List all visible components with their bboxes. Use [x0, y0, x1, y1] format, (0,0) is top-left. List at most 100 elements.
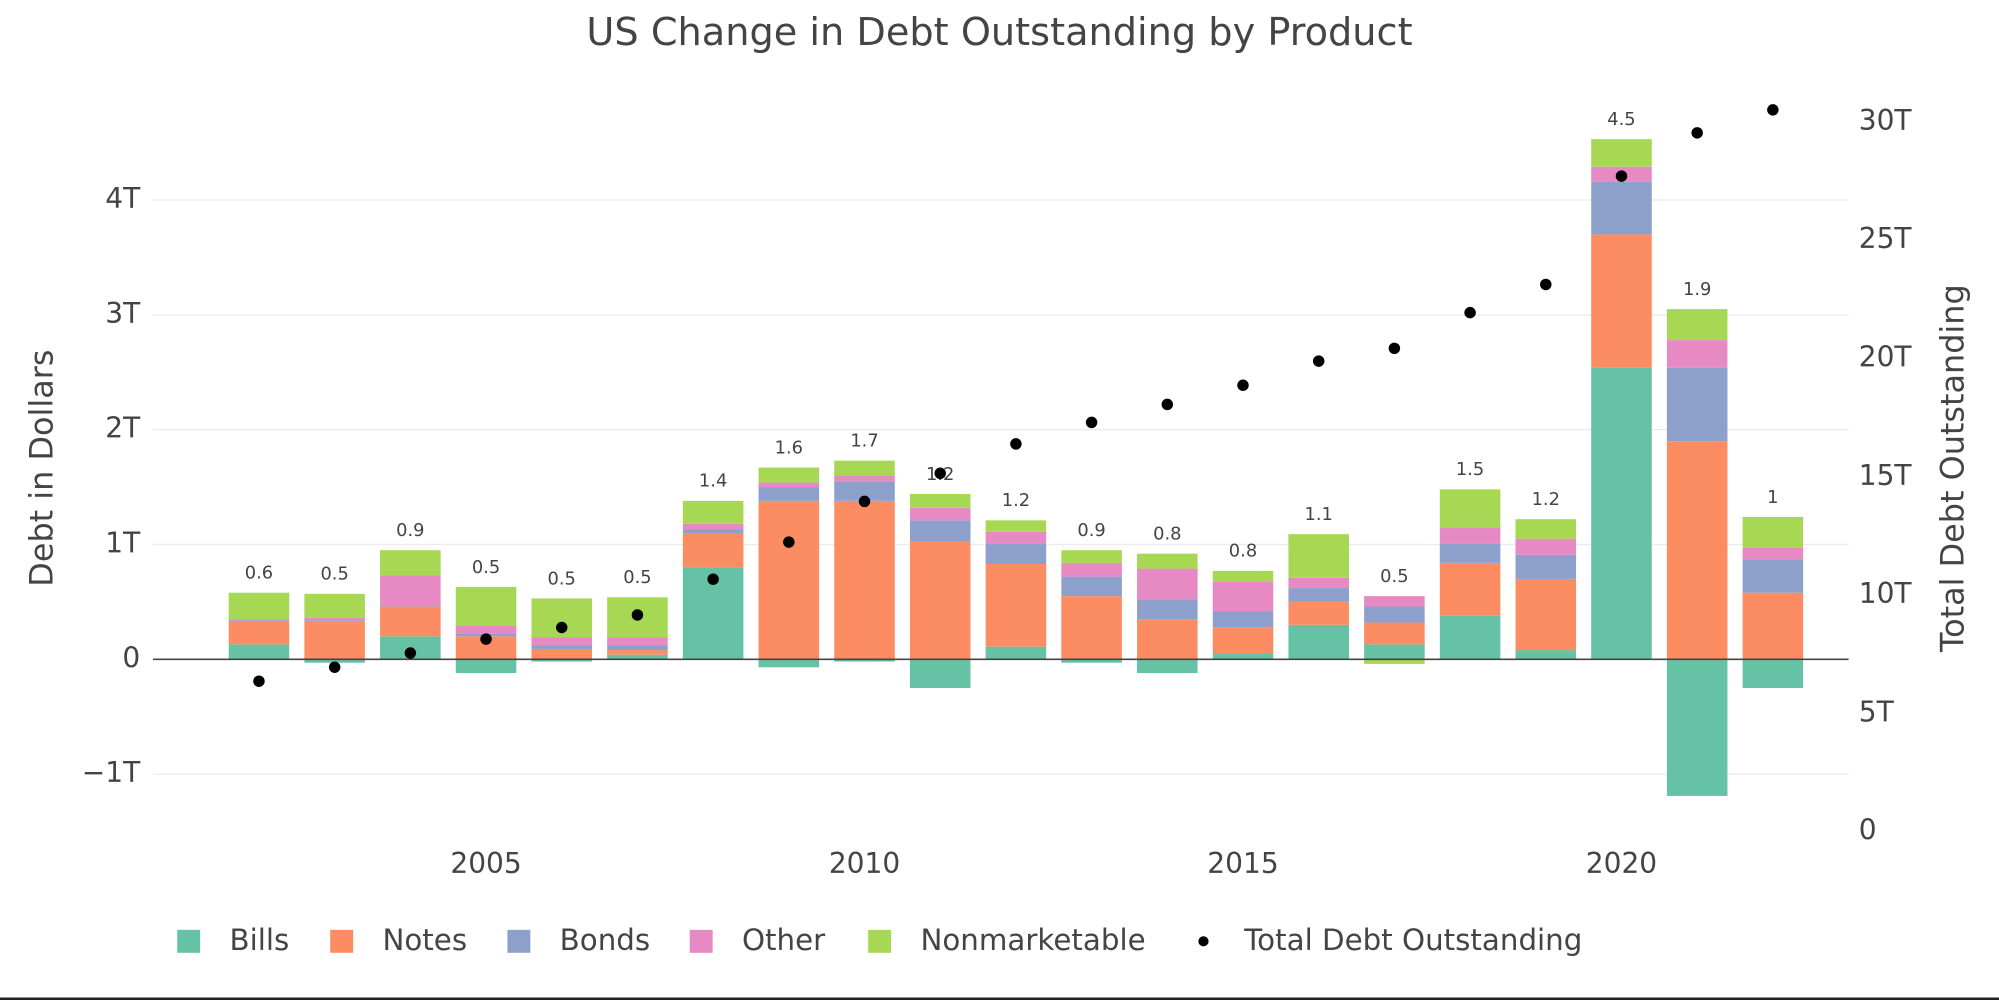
x-tick-label: 2020 — [1586, 847, 1657, 880]
bar-segment — [228, 592, 290, 620]
bar-segment — [909, 493, 971, 508]
bar-segment — [682, 532, 744, 568]
bar-segment — [1742, 516, 1804, 548]
bar-segment — [455, 586, 517, 626]
bar-segment — [682, 523, 744, 530]
y2-axis-title: Total Debt Outstanding — [1933, 284, 1971, 653]
legend-marker — [1198, 936, 1209, 947]
bar-segment — [304, 617, 365, 621]
bar-segment — [304, 593, 365, 618]
legend-label: Other — [742, 923, 826, 957]
total-debt-point — [1540, 278, 1552, 291]
bar-segment — [228, 619, 290, 621]
bar-segment — [1742, 659, 1804, 688]
bar-segment — [758, 482, 820, 488]
bar-segment — [682, 529, 744, 533]
y2-tick-label: 30T — [1859, 104, 1913, 137]
bar-segment — [985, 520, 1047, 532]
bar-segment — [1364, 644, 1425, 660]
bar-segment — [1212, 581, 1274, 612]
total-debt-point — [328, 661, 341, 673]
bar-segment — [909, 541, 971, 660]
total-debt-point — [707, 573, 719, 585]
x-tick-label: 2005 — [450, 847, 521, 880]
legend-marker — [177, 929, 201, 953]
bar-segment — [1666, 441, 1728, 660]
total-debt-point — [1312, 355, 1325, 367]
total-label: 0.5 — [472, 557, 500, 578]
legend-label: Bills — [229, 923, 289, 957]
total-debt-point — [1691, 127, 1703, 139]
bar-segment — [380, 606, 441, 637]
bar-segment — [1061, 659, 1122, 663]
bar-segment — [304, 621, 365, 660]
bar-segment — [607, 645, 668, 651]
total-label: 1.2 — [1002, 490, 1030, 511]
total-debt-point — [631, 609, 644, 621]
bar-segment — [1288, 624, 1349, 660]
bar-segment — [909, 520, 971, 542]
bar-segment — [455, 636, 517, 660]
y2-tick-label: 20T — [1859, 341, 1913, 374]
bar-segment — [1515, 650, 1577, 660]
bar-segment — [1364, 596, 1425, 607]
bar-segment — [1515, 519, 1577, 539]
bar-segment — [985, 563, 1047, 647]
bar-segment — [1439, 543, 1501, 563]
bar-segment — [1742, 559, 1804, 593]
legend-label: Total Debt Outstanding — [1243, 923, 1582, 957]
bar-segment — [1212, 653, 1274, 660]
bar-segment — [531, 645, 593, 649]
bar-segment — [607, 650, 668, 655]
bar-segment — [1439, 527, 1501, 544]
bar-segment — [1666, 367, 1728, 442]
y2-tick-label: 10T — [1859, 577, 1913, 610]
bar-segment — [1515, 538, 1577, 555]
bar-segment — [1666, 340, 1728, 368]
y-tick-label: 2T — [105, 412, 141, 445]
bar-segment — [985, 646, 1047, 660]
bar-segment — [228, 620, 290, 622]
chart-title: US Change in Debt Outstanding by Product — [586, 10, 1412, 55]
bar-segment — [304, 620, 365, 622]
total-label: 0.5 — [1380, 566, 1408, 587]
bar-segment — [1061, 550, 1122, 563]
bar-segment — [1666, 309, 1728, 341]
total-label: 1.2 — [1532, 489, 1560, 510]
total-debt-point — [1767, 104, 1779, 116]
total-label: 1 — [1767, 487, 1778, 508]
total-label: 1.4 — [699, 471, 727, 492]
bar-segment — [1591, 234, 1652, 368]
total-label: 0.6 — [245, 563, 273, 584]
y-tick-label: 3T — [105, 297, 141, 330]
total-label: 0.5 — [548, 568, 576, 589]
bar-segment — [1591, 181, 1652, 235]
bar-segment — [1439, 562, 1501, 616]
bar-segment — [909, 507, 971, 521]
bar-segment — [1137, 568, 1198, 600]
bar-segment — [1439, 615, 1501, 660]
bar-segment — [1288, 577, 1349, 589]
bar-segment — [834, 659, 895, 662]
bar-segment — [758, 659, 820, 668]
bar-segment — [1288, 534, 1349, 578]
total-label: 1.1 — [1305, 504, 1333, 525]
total-debt-point — [556, 621, 568, 634]
bar-segment — [682, 500, 744, 524]
bar-segment — [1515, 554, 1577, 579]
bar-segment — [531, 648, 593, 660]
bar-segment — [1288, 601, 1349, 625]
bar-segment — [909, 659, 971, 688]
y-tick-label: 4T — [105, 182, 141, 215]
legend-marker — [507, 929, 531, 953]
bar-segment — [758, 500, 820, 660]
total-label: 1.6 — [775, 437, 803, 458]
bar-segment — [455, 625, 517, 635]
total-debt-point — [858, 495, 871, 508]
total-label: 0.8 — [1153, 524, 1181, 545]
total-debt-point — [1464, 306, 1476, 319]
total-debt-point — [480, 633, 492, 645]
bar-segment — [834, 481, 895, 501]
